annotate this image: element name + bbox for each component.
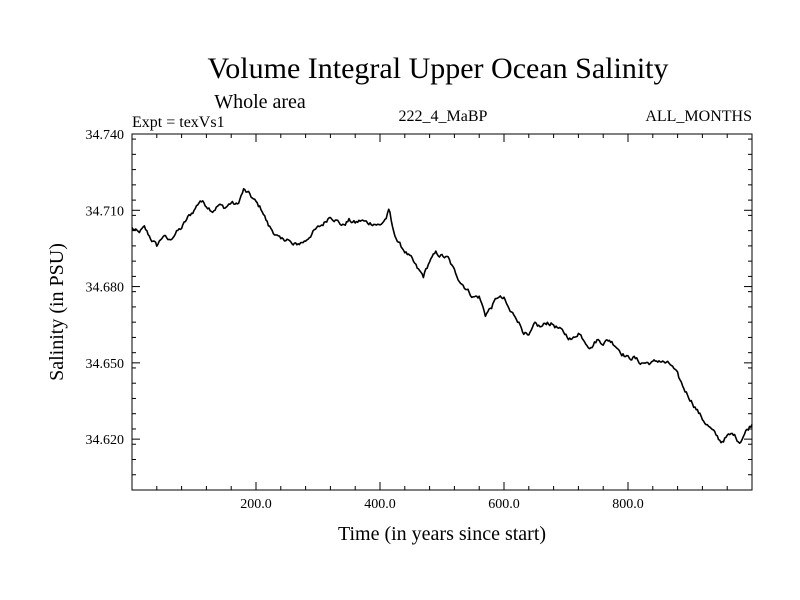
y-tick-label: 34.620 [86, 433, 125, 448]
chart-subtitle: Whole area [214, 91, 306, 113]
x-axis-tick-labels: 200.0 400.0 600.0 800.0 [240, 497, 644, 512]
x-tick-label: 400.0 [364, 497, 396, 512]
y-tick-label: 34.680 [86, 281, 125, 296]
y-axis-tick-labels: 34.620 34.650 34.680 34.710 34.740 [86, 128, 125, 448]
x-tick-label: 200.0 [240, 497, 272, 512]
y-tick-label: 34.740 [86, 128, 125, 143]
y-axis-label: Salinity (in PSU) [46, 243, 68, 381]
x-axis-ticks [156, 134, 728, 490]
y-axis-ticks [132, 133, 752, 476]
x-tick-label: 600.0 [488, 497, 520, 512]
y-tick-label: 34.710 [86, 204, 125, 219]
chart-title: Volume Integral Upper Ocean Salinity [208, 52, 669, 85]
plot-frame [131, 133, 753, 491]
x-tick-label: 800.0 [612, 497, 644, 512]
run-annotation: 222_4_MaBP [399, 108, 488, 125]
y-tick-label: 34.650 [86, 357, 125, 372]
experiment-annotation: Expt = texVs1 [132, 114, 225, 131]
x-axis-label: Time (in years since start) [338, 523, 546, 545]
months-annotation: ALL_MONTHS [645, 108, 752, 125]
salinity-series-line [131, 188, 753, 444]
